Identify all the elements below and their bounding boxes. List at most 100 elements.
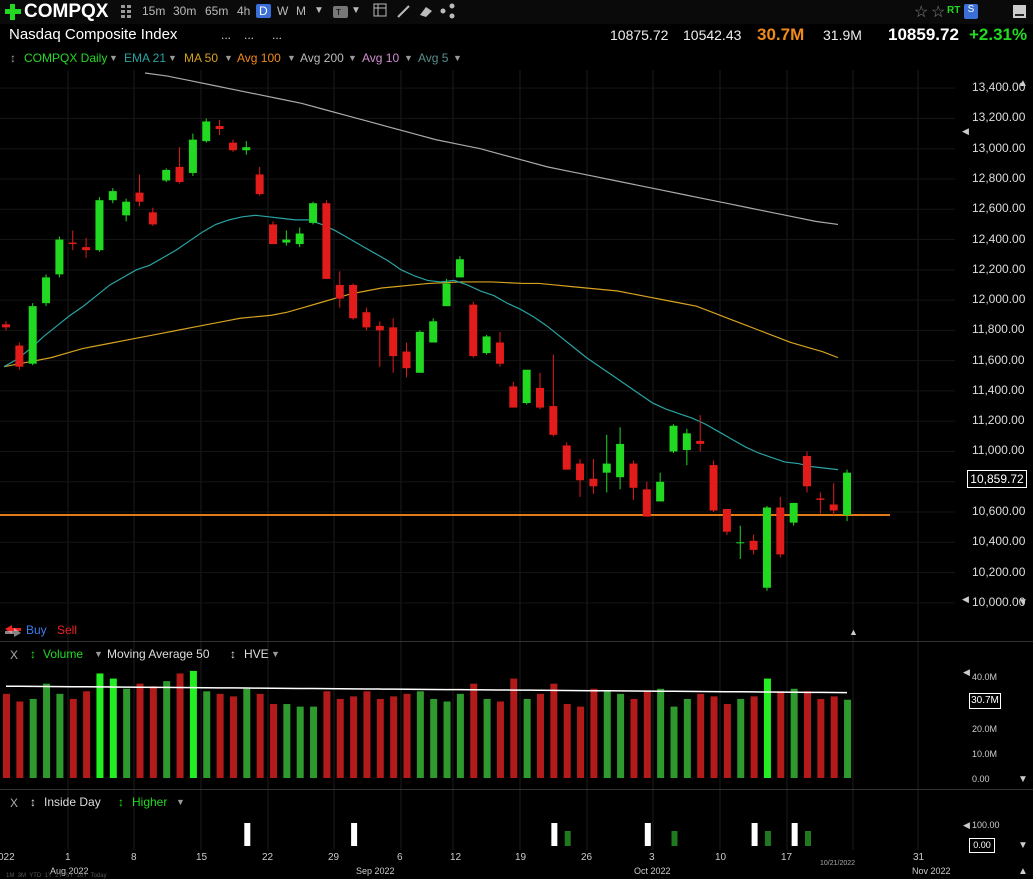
volume-bar: [403, 693, 411, 778]
price-tick: 12,200.00: [972, 261, 1026, 276]
volume-scroll-icon[interactable]: ▼: [1018, 774, 1028, 785]
star-outline-icon[interactable]: ☆: [914, 4, 929, 21]
cursor-date: 10/21/2022: [820, 860, 856, 867]
range-ytd[interactable]: YTD: [29, 873, 42, 879]
range-selector[interactable]: 1M 3M YTD 1Y 2Y 5Y 10Y Today: [6, 873, 107, 879]
range-10y[interactable]: 10Y: [76, 873, 88, 879]
range-1m[interactable]: 1M: [6, 873, 15, 879]
collapse-panel-icon[interactable]: ▲: [849, 627, 858, 637]
xaxis-scroll-icon[interactable]: ▲: [1018, 866, 1028, 877]
range-2y[interactable]: 2Y: [55, 873, 63, 879]
range-5y[interactable]: 5Y: [65, 873, 74, 879]
volume-move-icon[interactable]: ↕: [30, 647, 36, 661]
grid-icon[interactable]: [120, 4, 132, 18]
volume-bar: [123, 688, 131, 778]
x-day-26: 26: [581, 852, 593, 863]
layout-icon[interactable]: [373, 3, 389, 19]
avg10-caret-icon[interactable]: ▼: [404, 53, 413, 63]
chart-type-dropdown-icon[interactable]: ▼: [351, 5, 361, 16]
chart-type-icon[interactable]: T: [333, 5, 349, 19]
timeframe-d[interactable]: D: [256, 4, 271, 18]
candle-body: [2, 324, 10, 328]
range-today[interactable]: Today: [90, 873, 107, 879]
timeframe-65m[interactable]: 65m: [205, 4, 229, 18]
rt-icon[interactable]: RT: [947, 5, 961, 16]
avg200-line: [144, 72, 839, 226]
candle-body: [28, 306, 37, 364]
timeframe-dropdown-icon[interactable]: ▼: [314, 5, 324, 16]
ma50-caret-icon[interactable]: ▼: [224, 53, 233, 63]
scroll-down-icon[interactable]: ▼: [1018, 597, 1028, 608]
indicator-symbol[interactable]: COMPQX Daily: [24, 51, 108, 65]
timeframe-w[interactable]: W: [277, 4, 289, 18]
avg100-caret-icon[interactable]: ▼: [287, 53, 296, 63]
candle-body: [242, 147, 251, 151]
annotate-icon[interactable]: [418, 3, 434, 19]
star-icon[interactable]: ☆: [931, 4, 946, 21]
higher-caret-icon[interactable]: ▼: [176, 797, 185, 807]
buy-button[interactable]: Buy: [26, 623, 47, 637]
volume-bar: [149, 686, 157, 778]
higher-move-icon[interactable]: ↕: [118, 795, 124, 809]
scroll-up-icon[interactable]: ▲: [1018, 78, 1028, 89]
hve-label[interactable]: HVE: [244, 647, 269, 661]
volume-caret-icon[interactable]: ▼: [94, 649, 103, 659]
symbol-caret-icon[interactable]: ▼: [109, 53, 118, 63]
timeframe-30m[interactable]: 30m: [173, 4, 197, 18]
sell-button[interactable]: Sell: [57, 623, 78, 637]
settings-icon[interactable]: S: [964, 4, 978, 19]
share-icon[interactable]: [440, 3, 456, 19]
range-1y[interactable]: 1Y: [44, 873, 52, 879]
indicator-ma50[interactable]: MA 50: [184, 51, 219, 65]
higher-label[interactable]: Higher: [132, 795, 168, 809]
volume-ma-label[interactable]: Moving Average 50: [107, 647, 210, 661]
volume-bar: [697, 693, 705, 778]
candle-body: [843, 472, 852, 516]
hve-move-icon[interactable]: ↕: [230, 647, 236, 661]
ema21-caret-icon[interactable]: ▼: [168, 53, 177, 63]
inside-panel-close[interactable]: X: [10, 796, 19, 810]
draw-icon[interactable]: [396, 3, 412, 19]
inside-day-label[interactable]: Inside Day: [44, 795, 101, 809]
volume-label[interactable]: Volume: [43, 647, 84, 661]
candle-body: [295, 233, 304, 245]
x-day-10: 10: [715, 852, 727, 863]
candle-body: [682, 433, 691, 450]
candle-body: [122, 201, 131, 216]
plus-icon[interactable]: [4, 3, 22, 21]
volume-tick-0: 0.00: [972, 774, 990, 784]
indicator-avg10[interactable]: Avg 10: [362, 51, 400, 65]
inside-scroll-icon[interactable]: ▼: [1018, 840, 1028, 851]
candle-body: [15, 345, 24, 367]
volume-tick-20m: 20.0M: [972, 724, 998, 734]
minimize-icon[interactable]: [1012, 4, 1028, 20]
move-icon[interactable]: ↕: [10, 51, 16, 65]
dots-2: ...: [244, 28, 255, 42]
candle-body: [95, 200, 104, 251]
timeframe-4h[interactable]: 4h: [237, 4, 251, 18]
trade-icon[interactable]: [4, 624, 22, 638]
indicator-avg5[interactable]: Avg 5: [418, 51, 449, 65]
volume-bar: [96, 673, 104, 778]
volume-panel-close[interactable]: X: [10, 648, 19, 662]
candle-body: [135, 192, 144, 202]
indicator-ema21[interactable]: EMA 21: [124, 51, 167, 65]
symbol-title[interactable]: COMPQX: [24, 1, 109, 22]
volume-bar: [737, 698, 745, 778]
avg5-caret-icon[interactable]: ▼: [453, 53, 462, 63]
candle-body: [709, 465, 718, 511]
timeframe-15m[interactable]: 15m: [142, 4, 166, 18]
volume-bar: [83, 691, 91, 778]
avg200-caret-icon[interactable]: ▼: [348, 53, 357, 63]
volume-bar: [550, 683, 558, 778]
candle-body: [536, 387, 544, 408]
volume-bar: [203, 691, 211, 778]
x-month-nov: Nov 2022: [912, 866, 951, 876]
timeframe-m[interactable]: M: [296, 4, 306, 18]
hve-caret-icon[interactable]: ▼: [271, 649, 280, 659]
inside-move-icon[interactable]: ↕: [30, 795, 36, 809]
indicator-avg200[interactable]: Avg 200: [300, 51, 344, 65]
range-3m[interactable]: 3M: [17, 873, 27, 879]
indicator-avg100[interactable]: Avg 100: [237, 51, 281, 65]
